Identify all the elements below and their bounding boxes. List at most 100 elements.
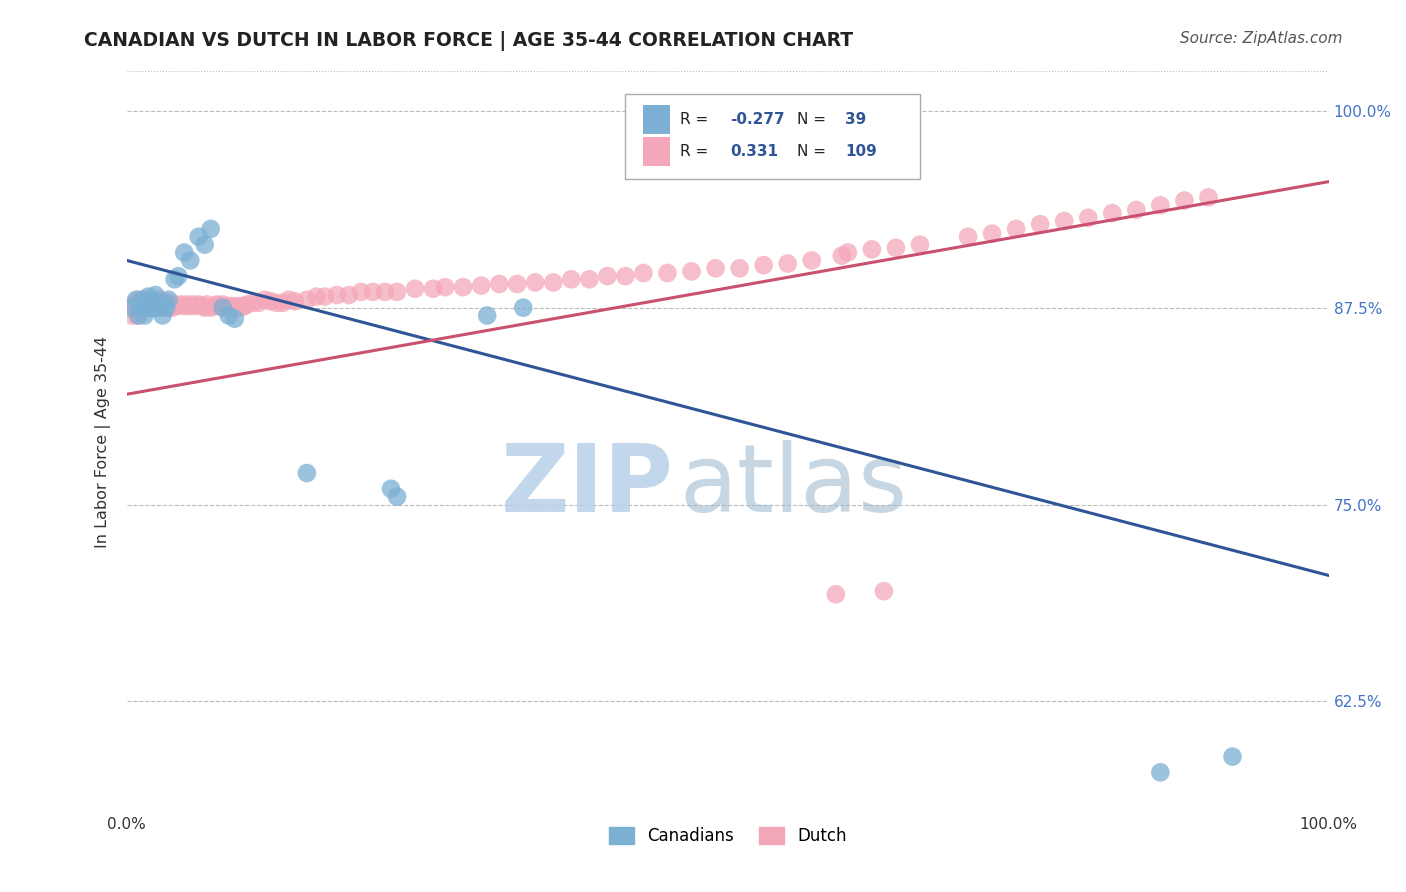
Point: [142, 299, 165, 313]
Point: [139, 301, 162, 315]
Point: [314, 290, 336, 304]
Point: [752, 258, 775, 272]
Point: [195, 297, 218, 311]
Point: [157, 293, 180, 307]
Point: [380, 482, 402, 496]
Point: [361, 285, 384, 299]
Point: [131, 296, 153, 310]
Point: [681, 264, 703, 278]
Text: CANADIAN VS DUTCH IN LABOR FORCE | AGE 35-44 CORRELATION CHART: CANADIAN VS DUTCH IN LABOR FORCE | AGE 3…: [84, 31, 853, 51]
Point: [488, 277, 510, 291]
Point: [800, 253, 823, 268]
Point: [143, 296, 166, 310]
Point: [271, 296, 294, 310]
Point: [1101, 206, 1123, 220]
Point: [1125, 202, 1147, 217]
Point: [191, 299, 214, 313]
Point: [211, 297, 233, 311]
Point: [145, 288, 167, 302]
Point: [1173, 194, 1195, 208]
Point: [837, 245, 859, 260]
Point: [187, 297, 209, 311]
Point: [177, 299, 200, 313]
Text: atlas: atlas: [679, 440, 908, 532]
Point: [152, 299, 174, 313]
Point: [181, 297, 204, 311]
Point: [148, 299, 170, 313]
Point: [136, 296, 159, 310]
Point: [134, 293, 156, 307]
Point: [824, 587, 846, 601]
Point: [149, 301, 172, 315]
Point: [157, 296, 180, 310]
Point: [956, 229, 979, 244]
Point: [179, 253, 201, 268]
Point: [981, 227, 1004, 241]
Point: [167, 269, 190, 284]
Point: [475, 309, 498, 323]
Point: [173, 299, 195, 313]
Point: [131, 293, 153, 307]
Point: [202, 299, 225, 313]
Point: [266, 296, 288, 310]
Point: [134, 301, 156, 315]
Point: [326, 288, 349, 302]
Text: -0.277: -0.277: [730, 112, 785, 127]
Point: [200, 222, 222, 236]
Point: [128, 293, 150, 307]
Point: [136, 301, 159, 315]
Point: [209, 299, 232, 313]
Point: [434, 280, 457, 294]
Point: [129, 301, 152, 315]
Point: [242, 296, 264, 310]
Point: [337, 288, 360, 302]
Point: [253, 293, 276, 307]
Text: N =: N =: [797, 144, 831, 159]
Point: [728, 261, 751, 276]
Point: [120, 301, 142, 315]
Point: [633, 266, 655, 280]
Point: [860, 243, 883, 257]
Point: [127, 309, 149, 323]
Point: [146, 296, 169, 310]
Point: [152, 309, 174, 323]
Point: [211, 301, 233, 315]
Point: [121, 301, 143, 315]
Point: [155, 301, 177, 315]
Point: [139, 296, 162, 310]
Point: [136, 296, 159, 310]
Point: [873, 584, 896, 599]
Point: [614, 269, 637, 284]
Point: [1053, 214, 1076, 228]
Point: [173, 245, 195, 260]
Point: [776, 256, 799, 270]
Point: [277, 293, 299, 307]
Point: [831, 249, 853, 263]
Point: [200, 301, 222, 315]
Point: [160, 301, 183, 315]
Point: [136, 301, 159, 315]
Point: [145, 296, 167, 310]
Text: R =: R =: [679, 112, 713, 127]
Point: [218, 299, 240, 313]
Point: [1197, 190, 1219, 204]
Point: [260, 294, 283, 309]
Point: [560, 272, 582, 286]
Point: [235, 297, 259, 311]
Point: [1005, 222, 1028, 236]
Text: N =: N =: [797, 112, 831, 127]
Point: [229, 301, 252, 315]
Point: [422, 282, 444, 296]
Point: [125, 301, 148, 315]
Point: [1222, 749, 1244, 764]
Point: [1149, 765, 1171, 780]
Point: [163, 297, 186, 311]
Point: [385, 490, 408, 504]
Point: [160, 299, 183, 313]
Point: [233, 299, 256, 313]
FancyBboxPatch shape: [644, 136, 669, 166]
Point: [1149, 198, 1171, 212]
Point: [194, 301, 217, 315]
Text: R =: R =: [679, 144, 713, 159]
Legend: Canadians, Dutch: Canadians, Dutch: [602, 820, 853, 852]
